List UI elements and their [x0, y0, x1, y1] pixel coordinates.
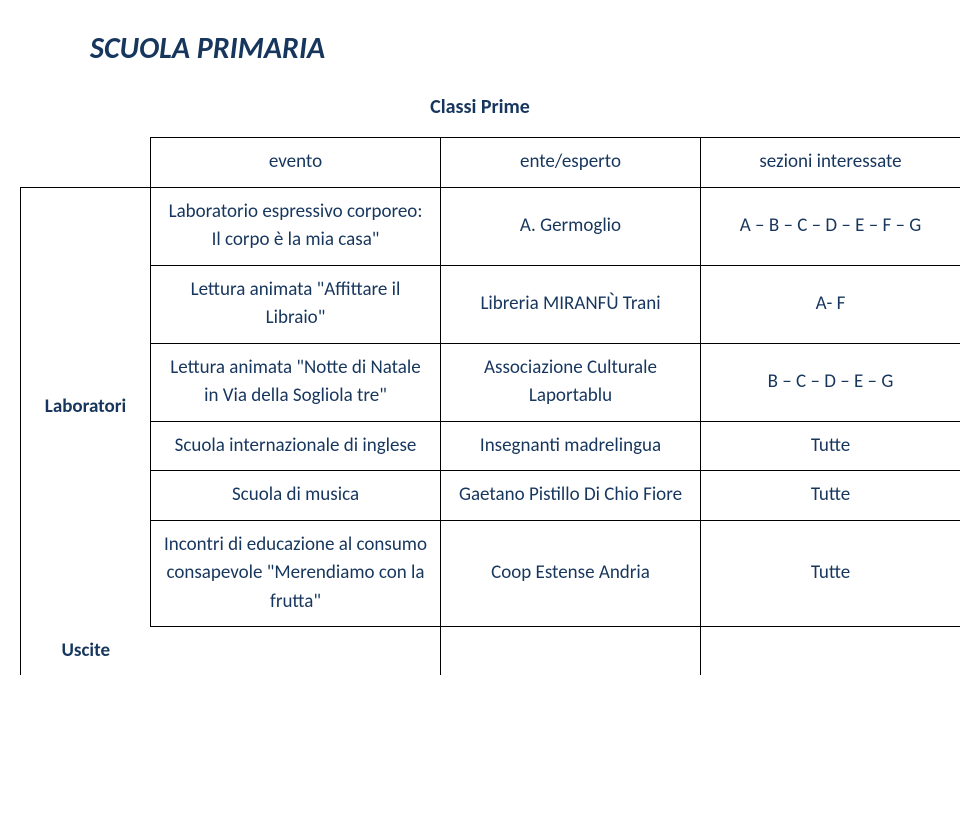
table-row: Lettura animata "Notte di Natale in Via …: [21, 343, 960, 421]
cell-evento: Scuola di musica: [151, 471, 441, 521]
cell-evento: Lettura animata "Notte di Natale in Via …: [151, 343, 441, 421]
row-label-laboratori: Laboratori: [21, 187, 151, 627]
table-row: Lettura animata "Affittare il Libraio" L…: [21, 265, 960, 343]
cell-sezioni: Tutte: [701, 421, 960, 471]
row-label-uscite: Uscite: [21, 627, 151, 676]
table-row: Laboratori Laboratorio espressivo corpor…: [21, 187, 960, 265]
page-title: SCUOLA PRIMARIA: [90, 30, 940, 67]
cell-blank: [701, 627, 960, 676]
table-row: Incontri di educazione al consumo consap…: [21, 520, 960, 627]
cell-ente: Libreria MIRANFÙ Trani: [441, 265, 701, 343]
table-header-row: evento ente/esperto sezioni interessate: [21, 138, 960, 188]
cell-blank: [151, 627, 441, 676]
cell-sezioni: B – C – D – E – G: [701, 343, 960, 421]
cell-ente: Insegnanti madrelingua: [441, 421, 701, 471]
cell-sezioni: Tutte: [701, 520, 960, 627]
page-subtitle: Classi Prime: [20, 95, 940, 119]
cell-evento: Laboratorio espressivo corporeo: Il corp…: [151, 187, 441, 265]
cell-ente: Coop Estense Andria: [441, 520, 701, 627]
schedule-table: evento ente/esperto sezioni interessate …: [20, 137, 960, 675]
header-sezioni: sezioni interessate: [701, 138, 960, 188]
cell-ente: Gaetano Pistillo Di Chio Fiore: [441, 471, 701, 521]
header-evento: evento: [151, 138, 441, 188]
table-row: Scuola internazionale di inglese Insegna…: [21, 421, 960, 471]
cell-evento: Lettura animata "Affittare il Libraio": [151, 265, 441, 343]
cell-blank: [441, 627, 701, 676]
table-row-uscite: Uscite: [21, 627, 960, 676]
cell-evento: Scuola internazionale di inglese: [151, 421, 441, 471]
cell-ente: A. Germoglio: [441, 187, 701, 265]
cell-evento: Incontri di educazione al consumo consap…: [151, 520, 441, 627]
header-blank: [21, 138, 151, 188]
cell-sezioni: A – B – C – D – E – F – G: [701, 187, 960, 265]
cell-sezioni: Tutte: [701, 471, 960, 521]
header-ente: ente/esperto: [441, 138, 701, 188]
cell-ente: Associazione Culturale Laportablu: [441, 343, 701, 421]
table-row: Scuola di musica Gaetano Pistillo Di Chi…: [21, 471, 960, 521]
cell-sezioni: A- F: [701, 265, 960, 343]
